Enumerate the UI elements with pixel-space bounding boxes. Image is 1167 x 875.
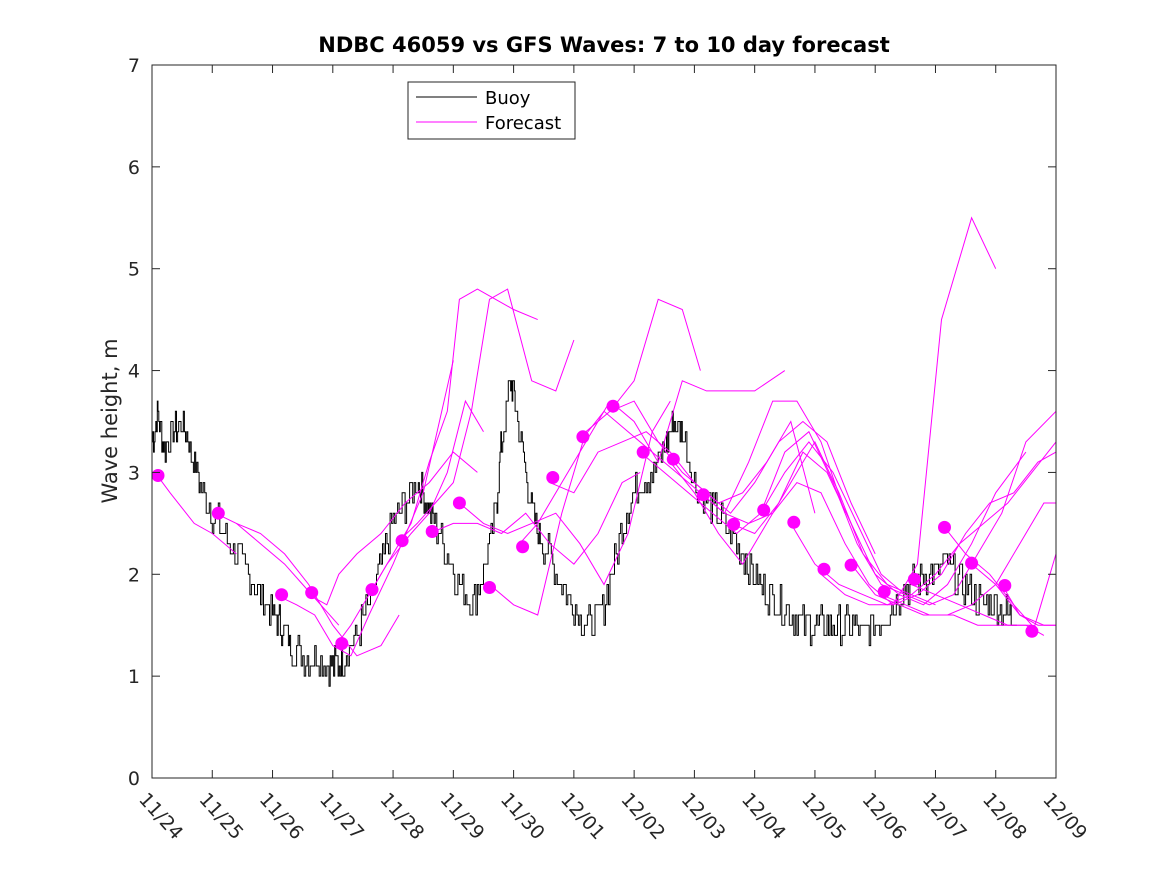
axes-box bbox=[151, 64, 1057, 779]
forecast-marker-26 bbox=[965, 556, 979, 570]
forecast-line-15 bbox=[609, 400, 876, 555]
forecast-line-10 bbox=[459, 400, 671, 586]
forecast-marker-19 bbox=[757, 503, 771, 517]
legend-label-forecast: Forecast bbox=[485, 113, 561, 134]
legend: Buoy Forecast bbox=[407, 81, 576, 140]
forecast-marker-11 bbox=[516, 540, 530, 554]
forecast-marker-28 bbox=[1025, 624, 1039, 638]
forecast-line-8 bbox=[395, 288, 575, 545]
forecast-marker-23 bbox=[877, 585, 891, 599]
forecast-marker-2 bbox=[211, 506, 225, 520]
forecast-marker-18 bbox=[727, 517, 741, 531]
forecast-marker-8 bbox=[425, 525, 439, 538]
y-tick-label: 3 bbox=[128, 462, 140, 484]
forecast-marker-12 bbox=[546, 471, 560, 484]
legend-box bbox=[407, 81, 576, 140]
forecast-line-18 bbox=[700, 216, 997, 606]
forecast-line-19 bbox=[730, 451, 1027, 606]
forecast-marker-13 bbox=[576, 430, 590, 444]
forecast-marker-24 bbox=[907, 572, 921, 586]
forecast-line-1 bbox=[154, 472, 237, 555]
forecast-marker-5 bbox=[335, 637, 349, 650]
forecast-line-29 bbox=[1031, 553, 1057, 636]
forecast-marker-21 bbox=[817, 562, 831, 576]
forecast-line-16 bbox=[639, 430, 906, 596]
legend-label-buoy: Buoy bbox=[485, 88, 531, 109]
forecast-line-17 bbox=[669, 440, 936, 606]
forecast-line-6 bbox=[335, 399, 484, 646]
y-tick-label: 5 bbox=[128, 259, 140, 281]
y-axis-label: Wave height, m bbox=[98, 338, 122, 503]
forecast-marker-17 bbox=[696, 488, 710, 502]
forecast-marker-9 bbox=[452, 496, 466, 510]
forecast-line-22 bbox=[820, 451, 1057, 606]
forecast-marker-27 bbox=[998, 579, 1012, 592]
forecast-marker-3 bbox=[275, 588, 289, 602]
buoy-line bbox=[152, 380, 1017, 687]
forecast-line-9 bbox=[429, 471, 641, 565]
y-tick-label: 7 bbox=[128, 55, 140, 77]
forecast-line-12 bbox=[519, 370, 786, 545]
chart-title: NDBC 46059 vs GFS Waves: 7 to 10 day for… bbox=[318, 33, 889, 57]
series-layer bbox=[151, 216, 1057, 687]
forecast-line-5 bbox=[308, 451, 478, 606]
forecast-marker-6 bbox=[365, 583, 379, 597]
forecast-marker-25 bbox=[938, 520, 951, 534]
forecast-marker-16 bbox=[666, 452, 680, 466]
forecast-marker-14 bbox=[606, 399, 620, 413]
forecast-marker-20 bbox=[787, 515, 801, 529]
y-tick-label: 0 bbox=[128, 768, 140, 790]
forecast-line-3 bbox=[236, 522, 400, 657]
forecast-line-28 bbox=[1001, 584, 1056, 626]
forecast-marker-22 bbox=[844, 558, 858, 572]
forecast-marker-1 bbox=[151, 469, 165, 482]
forecast-marker-4 bbox=[305, 586, 319, 600]
forecast-marker-7 bbox=[395, 534, 409, 548]
y-tick-label: 4 bbox=[128, 361, 140, 383]
plot-area bbox=[152, 65, 1056, 778]
forecast-marker-15 bbox=[636, 445, 650, 459]
forecast-line-23 bbox=[850, 502, 1056, 616]
forecast-line-26 bbox=[941, 523, 1033, 626]
forecast-line-20 bbox=[760, 410, 1057, 606]
y-tick-label: 6 bbox=[128, 157, 140, 179]
y-tick-label: 1 bbox=[128, 666, 140, 688]
forecast-line-25 bbox=[911, 584, 1032, 626]
forecast-marker-10 bbox=[483, 581, 496, 594]
y-tick-label: 2 bbox=[128, 564, 140, 586]
forecast-line-21 bbox=[790, 441, 1057, 606]
